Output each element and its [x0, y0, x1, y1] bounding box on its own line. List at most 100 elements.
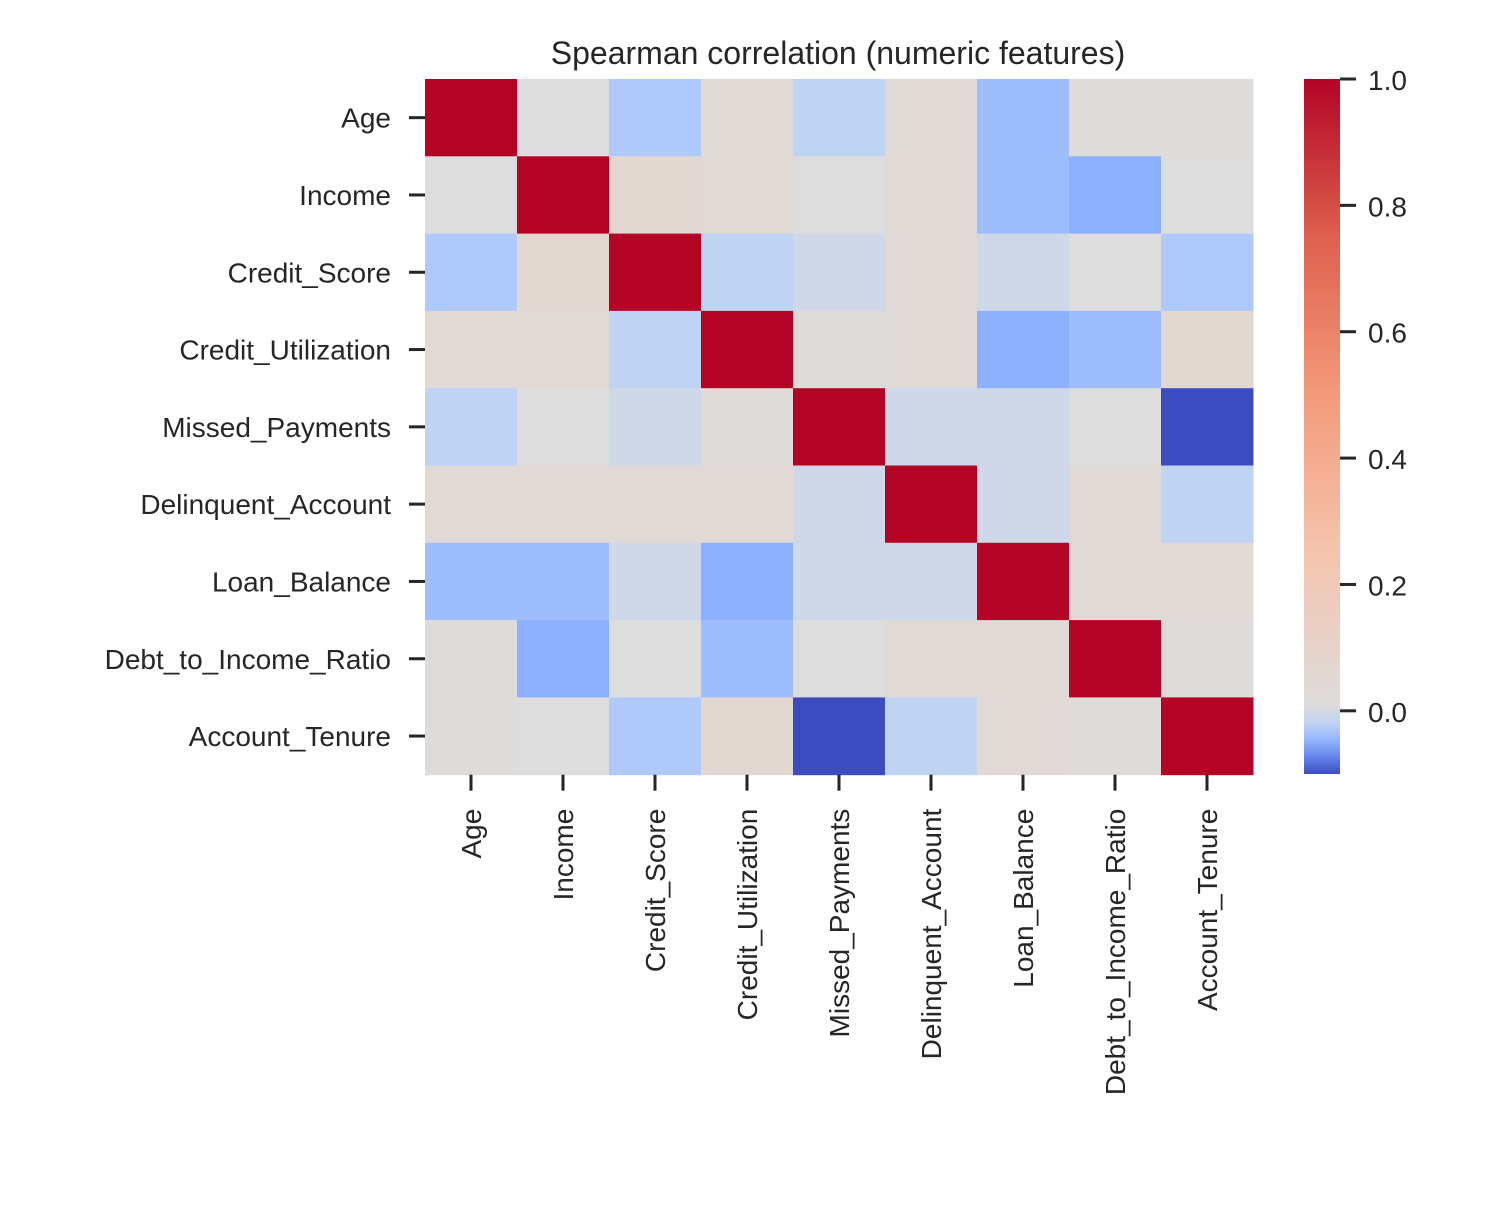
heatmap-cell [701, 310, 794, 389]
heatmap-cell [885, 697, 978, 776]
column-label: Age [456, 809, 487, 859]
colorbar-tick-label: 0.6 [1368, 318, 1407, 349]
heatmap-cell [793, 310, 886, 389]
colorbar-tick-label: 0.0 [1368, 697, 1407, 728]
row-label: Account_Tenure [189, 721, 391, 752]
column-label: Credit_Score [640, 809, 671, 972]
heatmap-cell [793, 620, 886, 698]
heatmap-cell [701, 156, 794, 235]
heatmap-cell [1069, 388, 1162, 466]
heatmap-cell [1161, 156, 1254, 235]
heatmap-cell [1069, 465, 1162, 544]
heatmap-cell [1069, 233, 1162, 312]
heatmap-cell [425, 388, 518, 466]
heatmap-cell [425, 542, 518, 621]
heatmap-cell [425, 233, 518, 312]
heatmap-cell [885, 542, 978, 621]
column-label: Income [548, 809, 579, 901]
heatmap-cell [1161, 465, 1254, 544]
heatmap-cell [701, 79, 794, 157]
heatmap-cell [1069, 542, 1162, 621]
row-label: Age [341, 103, 391, 134]
row-labels: Age Income Credit_Score Credit_Utilization M… [105, 103, 425, 752]
colorbar-tick-label: 0.4 [1368, 444, 1407, 475]
heatmap-cell [977, 79, 1070, 157]
column-label: Missed_Payments [824, 809, 855, 1038]
heatmap-cell [1161, 542, 1254, 621]
heatmap-cell [793, 156, 886, 235]
row-label: Delinquent_Account [140, 489, 391, 520]
heatmap-cell [977, 156, 1070, 235]
heatmap-cell [425, 620, 518, 698]
heatmap-cell [977, 697, 1070, 776]
heatmap-cell [885, 620, 978, 698]
heatmap-cell [977, 388, 1070, 466]
heatmap-cell [425, 156, 518, 235]
heatmap-cell [977, 620, 1070, 698]
heatmap-cell [1069, 620, 1162, 698]
heatmap-cell [885, 310, 978, 389]
heatmap-cell [425, 79, 518, 157]
heatmap-cell [793, 388, 886, 466]
column-labels: Age Income Credit_Score Credit_Utilization M… [456, 774, 1223, 1095]
heatmap-cell [609, 465, 702, 544]
row-label: Debt_to_Income_Ratio [105, 644, 391, 675]
heatmap-cell [1069, 156, 1162, 235]
column-label: Debt_to_Income_Ratio [1100, 809, 1131, 1095]
heatmap-cell [425, 310, 518, 389]
heatmap-cell [517, 542, 610, 621]
heatmap-cell [701, 233, 794, 312]
heatmap-cell [1069, 697, 1162, 776]
heatmap-cell [517, 465, 610, 544]
heatmap-cell [793, 697, 886, 776]
heatmap-cell [609, 233, 702, 312]
heatmap-cell [517, 79, 610, 157]
heatmap-cells [425, 79, 1254, 776]
column-label: Credit_Utilization [732, 809, 763, 1021]
heatmap-cell [1161, 620, 1254, 698]
heatmap-cell [701, 388, 794, 466]
row-label: Credit_Score [228, 257, 391, 288]
heatmap-cell [517, 156, 610, 235]
row-label: Missed_Payments [162, 412, 391, 443]
heatmap-cell [609, 156, 702, 235]
heatmap-cell [1161, 388, 1254, 466]
heatmap-cell [517, 388, 610, 466]
heatmap-cell [425, 697, 518, 776]
heatmap-cell [885, 388, 978, 466]
heatmap-cell [701, 697, 794, 776]
heatmap-cell [977, 542, 1070, 621]
heatmap-cell [885, 79, 978, 157]
heatmap-cell [1161, 79, 1254, 157]
heatmap-cell [425, 465, 518, 544]
heatmap-cell [701, 465, 794, 544]
heatmap-cell [885, 233, 978, 312]
heatmap-cell [609, 697, 702, 776]
heatmap-cell [1161, 697, 1254, 776]
heatmap-cell [793, 542, 886, 621]
heatmap-cell [793, 79, 886, 157]
column-label: Account_Tenure [1192, 809, 1223, 1011]
heatmap-cell [977, 233, 1070, 312]
heatmap-cell [885, 156, 978, 235]
row-label: Income [299, 180, 391, 211]
heatmap-cell [701, 542, 794, 621]
heatmap-cell [885, 465, 978, 544]
heatmap-cell [609, 542, 702, 621]
colorbar-tick-label: 1.0 [1368, 65, 1407, 96]
heatmap-cell [1161, 233, 1254, 312]
heatmap-cell [517, 233, 610, 312]
heatmap-cell [609, 388, 702, 466]
heatmap-cell [793, 465, 886, 544]
heatmap-cell [517, 620, 610, 698]
column-label: Loan_Balance [1008, 809, 1039, 988]
heatmap-cell [701, 620, 794, 698]
heatmap-cell [609, 310, 702, 389]
colorbar-gradient [1304, 79, 1340, 774]
row-label: Credit_Utilization [179, 335, 391, 366]
heatmap-cell [609, 620, 702, 698]
heatmap-cell [517, 310, 610, 389]
heatmap-cell [977, 465, 1070, 544]
